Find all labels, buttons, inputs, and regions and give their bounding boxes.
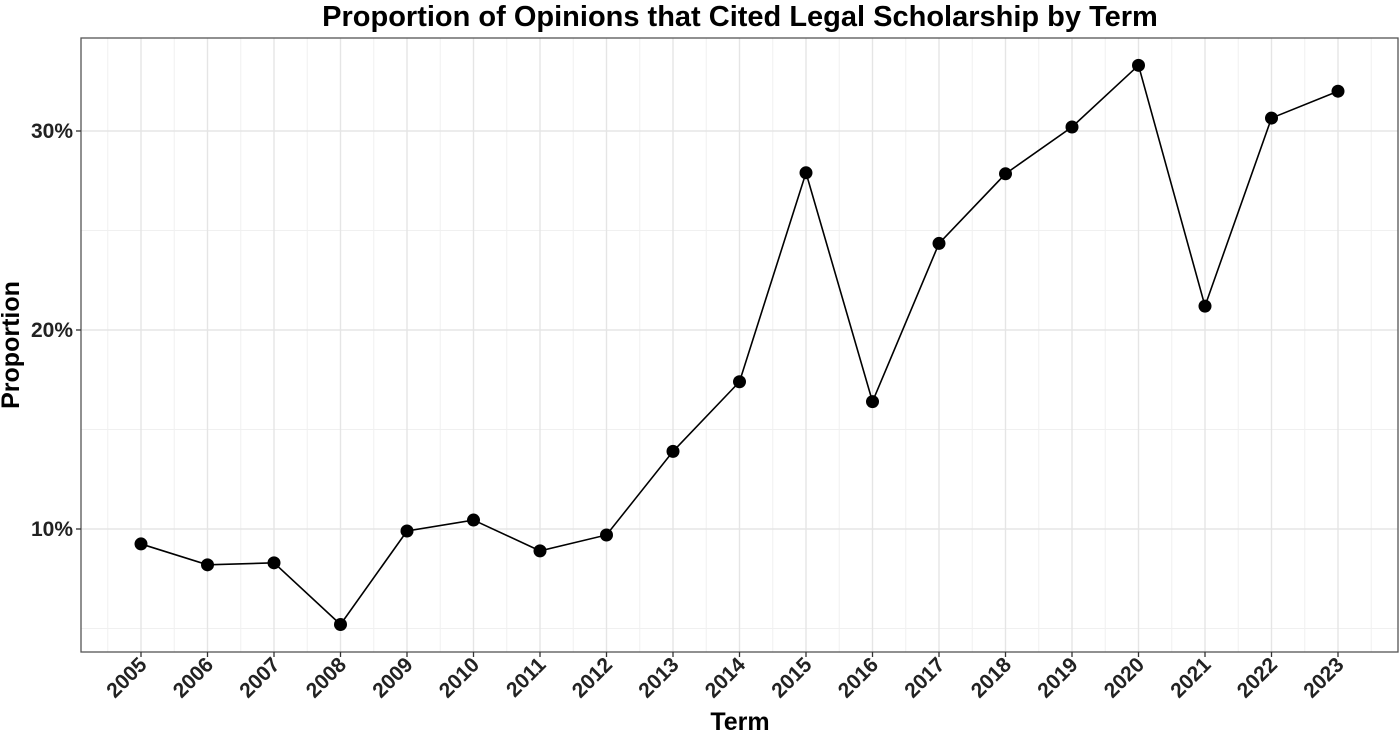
- data-point: [733, 375, 746, 389]
- data-point: [799, 166, 813, 180]
- x-tick-label: 2011: [502, 653, 551, 702]
- data-point: [267, 556, 281, 570]
- data-point: [400, 524, 414, 538]
- data-point: [600, 528, 613, 542]
- x-tick-label: 2023: [1299, 653, 1348, 702]
- data-point: [932, 236, 946, 250]
- data-point: [201, 558, 214, 572]
- data-point: [1132, 58, 1145, 72]
- data-point: [334, 618, 347, 632]
- x-tick-label: 2022: [1233, 653, 1282, 702]
- x-tick-label: 2013: [634, 653, 683, 702]
- data-point: [866, 395, 879, 409]
- x-axis: 2005 2006 2007 2008 2009 2010 2011 2012 2013 2014…: [102, 652, 1349, 703]
- x-tick-label: 2015: [767, 653, 817, 703]
- x-tick-label: 2021: [1166, 653, 1216, 703]
- data-point: [1331, 84, 1345, 98]
- data-point: [533, 544, 547, 558]
- x-tick-label: 2008: [302, 653, 352, 703]
- data-point: [134, 537, 148, 551]
- x-tick-label: 2012: [568, 653, 617, 702]
- x-axis-title: Term: [710, 708, 769, 735]
- x-tick-label: 2007: [235, 653, 284, 702]
- x-tick-label: 2017: [900, 653, 949, 702]
- x-tick-label: 2020: [1100, 653, 1149, 702]
- y-tick-label: 20%: [31, 319, 73, 342]
- data-point: [1265, 111, 1278, 125]
- x-tick-label: 2006: [169, 653, 218, 702]
- y-tick-label: 30%: [31, 120, 73, 143]
- x-tick-label: 2010: [435, 653, 484, 702]
- x-tick-label: 2005: [102, 653, 152, 703]
- data-series: [134, 58, 1345, 632]
- chart-title: Proportion of Opinions that Cited Legal …: [322, 1, 1158, 33]
- data-point: [1198, 299, 1212, 313]
- y-tick-label: 10%: [31, 518, 73, 541]
- data-point: [467, 513, 480, 527]
- x-tick-label: 2009: [368, 653, 417, 702]
- x-tick-label: 2014: [701, 653, 751, 703]
- y-axis: 10% 20% 30%: [31, 120, 81, 541]
- data-point: [1065, 120, 1079, 134]
- data-point: [999, 167, 1012, 181]
- data-point: [666, 444, 680, 458]
- x-tick-label: 2016: [834, 653, 883, 702]
- x-tick-label: 2018: [967, 653, 1017, 703]
- y-axis-title: Proportion: [0, 281, 25, 409]
- grid-lines: [81, 38, 1398, 652]
- x-tick-label: 2019: [1033, 653, 1082, 702]
